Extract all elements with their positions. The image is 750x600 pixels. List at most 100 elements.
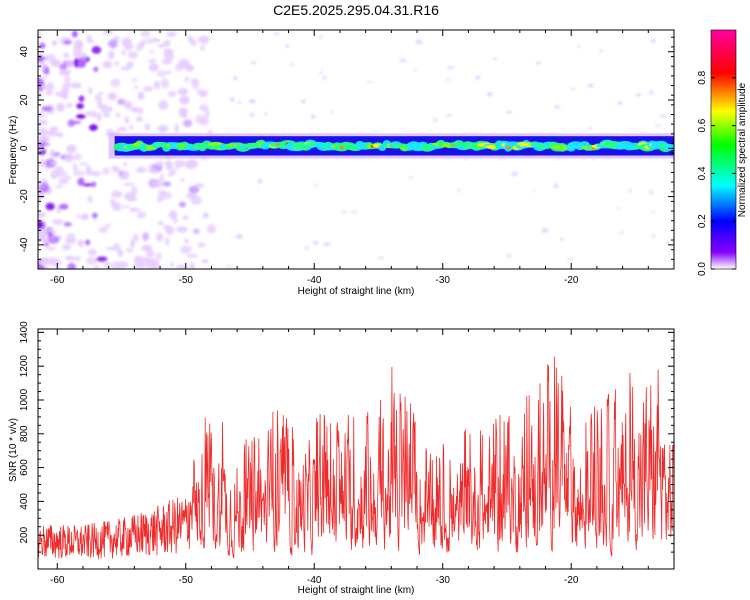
noise-blob — [40, 178, 49, 184]
noise-blob — [192, 228, 200, 235]
noise-blob — [103, 30, 113, 35]
y-tick-label: 0 — [19, 145, 30, 151]
noise-blob — [140, 30, 151, 38]
noise-blob — [655, 124, 662, 127]
noise-blob — [108, 39, 118, 49]
noise-blob — [143, 86, 153, 92]
y-tick-label: 40 — [19, 46, 30, 58]
noise-blob — [165, 225, 174, 235]
noise-blob — [76, 103, 84, 109]
noise-blob — [249, 113, 255, 117]
noise-blob — [89, 124, 98, 131]
noise-blob — [290, 63, 295, 66]
noise-blob — [194, 183, 204, 188]
noise-blob — [56, 132, 64, 138]
noise-blob — [511, 172, 518, 176]
noise-blob — [135, 116, 143, 123]
noise-blob — [322, 75, 327, 80]
noise-blob — [149, 49, 154, 54]
noise-blob — [350, 210, 358, 213]
noise-blob — [38, 196, 42, 202]
noise-blob — [38, 76, 42, 84]
noise-blob — [71, 30, 78, 38]
snr-y-label: SNR (10 * v/v) — [8, 418, 19, 482]
noise-blob — [85, 110, 94, 117]
noise-blob — [134, 85, 138, 89]
noise-blob — [323, 242, 331, 246]
noise-blob — [62, 244, 72, 251]
noise-blob — [144, 257, 154, 264]
noise-blob — [59, 69, 71, 76]
noise-blob — [80, 213, 89, 221]
noise-blob — [135, 166, 147, 173]
noise-blob — [140, 39, 146, 45]
noise-blob — [649, 90, 654, 95]
noise-blob — [41, 119, 48, 126]
noise-blob — [130, 107, 139, 113]
noise-blob — [567, 257, 573, 260]
noise-blob — [38, 30, 42, 37]
y-tick-label: 400 — [19, 493, 30, 510]
noise-blob — [167, 90, 177, 97]
snr-panel: -60 -50 -40 -30 -20200400600800100012001400 … — [8, 321, 675, 596]
noise-blob — [126, 197, 138, 202]
noise-blob — [94, 94, 100, 101]
noise-blob — [55, 170, 68, 178]
noise-blob — [157, 124, 169, 133]
noise-blob — [248, 99, 256, 104]
noise-blob — [173, 159, 186, 168]
noise-blob — [119, 205, 131, 209]
noise-blob — [164, 57, 173, 65]
noise-blob — [131, 78, 137, 83]
noise-blob — [628, 189, 632, 193]
noise-blob — [319, 71, 323, 75]
noise-blob — [149, 63, 159, 72]
noise-blob — [104, 261, 111, 268]
noise-blob — [107, 92, 117, 101]
noise-blob — [199, 92, 206, 96]
noise-blob — [56, 102, 65, 112]
noise-blob — [130, 207, 136, 213]
noise-blob — [178, 201, 187, 208]
noise-blob — [77, 177, 85, 186]
noise-blob — [73, 255, 82, 262]
noise-blob — [144, 123, 151, 131]
noise-blob — [75, 114, 86, 119]
noise-blob — [98, 226, 108, 233]
noise-blob — [41, 106, 53, 112]
noise-blob — [117, 249, 124, 258]
noise-blob — [131, 185, 138, 196]
noise-blob — [192, 83, 199, 89]
noise-blob — [587, 127, 592, 130]
noise-blob — [174, 167, 180, 170]
noise-blob — [38, 228, 47, 234]
noise-blob — [148, 59, 157, 63]
noise-blob — [59, 64, 68, 70]
noise-blob — [237, 101, 243, 104]
noise-blob — [124, 116, 130, 124]
noise-blob — [99, 104, 108, 112]
noise-blob — [90, 170, 102, 177]
noise-blob — [617, 101, 623, 105]
noise-blob — [111, 190, 123, 198]
noise-blob — [433, 118, 438, 122]
noise-blob — [92, 110, 97, 118]
noise-blob — [103, 111, 110, 118]
noise-blob — [104, 223, 111, 229]
colorbar-tick-label: 0.0 — [697, 262, 708, 276]
noise-blob — [151, 169, 159, 175]
noise-blob — [157, 70, 167, 78]
x-tick-label: -40 — [307, 575, 322, 586]
noise-blob — [304, 246, 309, 250]
noise-blob — [67, 119, 76, 127]
noise-blob — [264, 112, 268, 116]
y-tick-label: 200 — [19, 526, 30, 543]
colorbar-tick-label: 0.8 — [697, 70, 708, 84]
noise-blob — [86, 39, 94, 43]
noise-blob — [154, 180, 163, 188]
noise-blob — [180, 245, 192, 254]
noise-blob — [310, 114, 316, 120]
noise-blob — [178, 59, 190, 69]
noise-blob — [493, 57, 497, 61]
noise-blob — [206, 224, 217, 234]
